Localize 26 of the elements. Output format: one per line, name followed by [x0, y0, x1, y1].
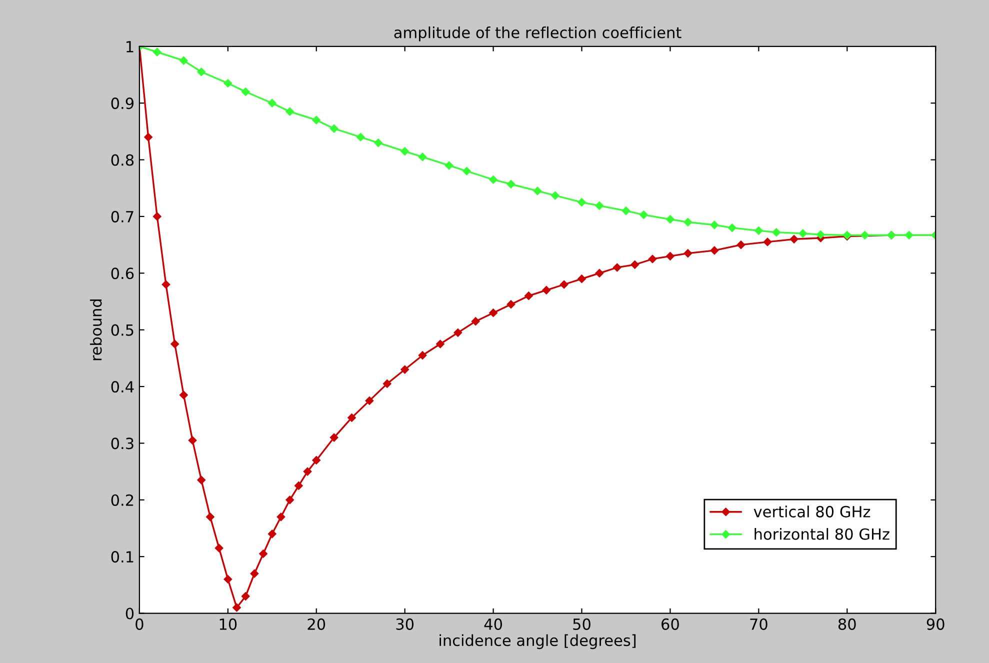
x-tick-label: 80	[838, 618, 856, 630]
y-tick-label: 0.2	[111, 494, 134, 506]
y-tick-label: 0.8	[111, 154, 134, 166]
x-tick-label: 30	[396, 618, 414, 630]
y-tick-label: 0.9	[111, 98, 134, 110]
x-tick-label: 40	[484, 618, 502, 630]
y-tick-label: 0.6	[111, 268, 134, 280]
y-tick-label: 1	[126, 41, 134, 52]
x-tick-label: 60	[662, 618, 679, 630]
y-tick-label: 0.5	[111, 324, 134, 336]
x-tick-label: 10	[220, 618, 237, 630]
y-tick-label: 0.4	[111, 380, 134, 393]
x-tick-label: 70	[750, 618, 768, 630]
y-tick-label: 0.7	[111, 210, 134, 222]
x-tick-label: 20	[308, 618, 326, 630]
x-tick-label: 0	[136, 618, 144, 630]
legend-label: vertical 80 GHz	[754, 506, 870, 518]
x-axis-title: incidence angle [degrees]	[440, 634, 636, 650]
x-tick-label: 50	[573, 618, 590, 630]
y-tick-label: 0.3	[111, 438, 134, 450]
y-tick-label: 0.1	[111, 551, 134, 563]
y-axis-title: rebound	[90, 300, 102, 360]
y-tick-label: 0	[126, 608, 134, 620]
x-tick-label: 90	[926, 618, 944, 630]
chart-title: amplitude of the reflection coefficient	[394, 26, 682, 42]
legend-label: horizontal 80 GHz	[754, 528, 890, 540]
